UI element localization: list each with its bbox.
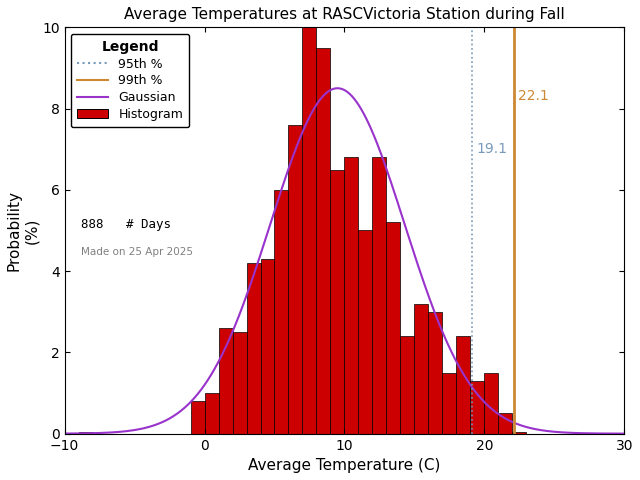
Gaussian (620, 431, 628, 436)
Bar (456, 336, 470, 433)
Bar (428, 312, 442, 433)
Bar (191, 401, 205, 433)
Bar (513, 432, 526, 433)
95th % (468, 431, 476, 436)
Bar (358, 230, 372, 433)
Title: Average Temperatures at RASCVictoria Station during Fall: Average Temperatures at RASCVictoria Sta… (124, 7, 565, 22)
99th % (510, 431, 518, 436)
Bar (415, 304, 428, 433)
Gaussian (118, 429, 125, 434)
Bar (260, 259, 275, 433)
Gaussian (508, 419, 516, 425)
Bar (232, 332, 246, 433)
Gaussian (61, 431, 68, 436)
Bar (442, 372, 456, 433)
Bar (387, 222, 401, 433)
Bar (330, 169, 344, 433)
Bar (303, 27, 316, 433)
Bar (316, 48, 330, 433)
Gaussian (498, 413, 506, 419)
Bar (470, 381, 484, 433)
Bar (79, 432, 93, 433)
Line: Gaussian: Gaussian (65, 88, 624, 433)
Y-axis label: Probability
(%): Probability (%) (7, 190, 39, 271)
Bar (289, 125, 303, 433)
Bar (499, 413, 513, 433)
Text: Made on 25 Apr 2025: Made on 25 Apr 2025 (81, 247, 193, 257)
Gaussian (333, 85, 341, 91)
Bar (484, 372, 499, 433)
Bar (218, 328, 232, 433)
Text: 888   # Days: 888 # Days (81, 218, 172, 231)
Bar (344, 157, 358, 433)
Bar (205, 393, 218, 433)
Text: 22.1: 22.1 (518, 89, 548, 103)
Gaussian (445, 345, 453, 350)
Bar (246, 263, 260, 433)
Bar (275, 190, 289, 433)
X-axis label: Average Temperature (C): Average Temperature (C) (248, 458, 441, 473)
99th % (510, 390, 518, 396)
95th % (468, 390, 476, 396)
Legend: 95th %, 99th %, Gaussian, Histogram: 95th %, 99th %, Gaussian, Histogram (71, 34, 189, 127)
Gaussian (287, 159, 295, 165)
Text: 19.1: 19.1 (476, 142, 507, 156)
Gaussian (307, 111, 315, 117)
Bar (401, 336, 415, 433)
Bar (372, 157, 387, 433)
